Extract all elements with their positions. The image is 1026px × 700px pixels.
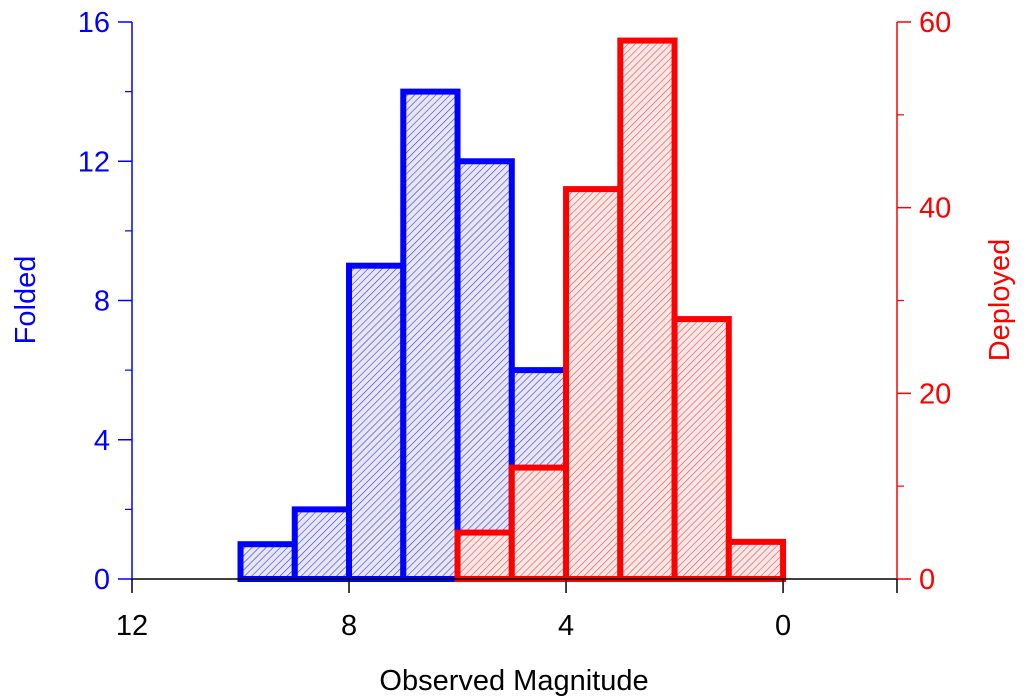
deployed-bar-3	[617, 37, 678, 583]
folded-bar-2	[346, 262, 407, 582]
y-axis-left-label: Folded	[10, 256, 42, 345]
y-right-tick-label: 60	[919, 7, 951, 39]
folded-bar-3	[400, 88, 461, 582]
x-tick-label: 4	[558, 610, 574, 642]
y-left-tick-label: 16	[78, 7, 110, 39]
y-left-tick-label: 0	[94, 564, 110, 596]
y-right-tick-label: 40	[919, 193, 951, 225]
deployed-bar-1	[508, 464, 570, 583]
folded-bar-4	[454, 158, 515, 582]
deployed-bar-2	[563, 186, 624, 582]
x-tick-label: 8	[341, 610, 357, 642]
x-tick-label: 12	[116, 610, 148, 642]
y-left-tick-label: 4	[94, 425, 110, 457]
folded-bar-0	[237, 541, 298, 582]
deployed-bar-4	[671, 316, 732, 582]
y-left-tick-label: 12	[78, 146, 110, 178]
x-tick-label: 0	[775, 610, 791, 642]
y-right-tick-label: 0	[919, 564, 935, 596]
folded-bar-1	[291, 506, 353, 582]
y-axis-right-label: Deployed	[984, 239, 1016, 362]
deployed-bar-5	[725, 538, 787, 582]
y-left-tick-label: 8	[94, 286, 110, 318]
deployed-bar-0	[454, 529, 515, 582]
y-right-tick-label: 20	[919, 378, 951, 410]
x-axis-label: Observed Magnitude	[379, 665, 648, 697]
